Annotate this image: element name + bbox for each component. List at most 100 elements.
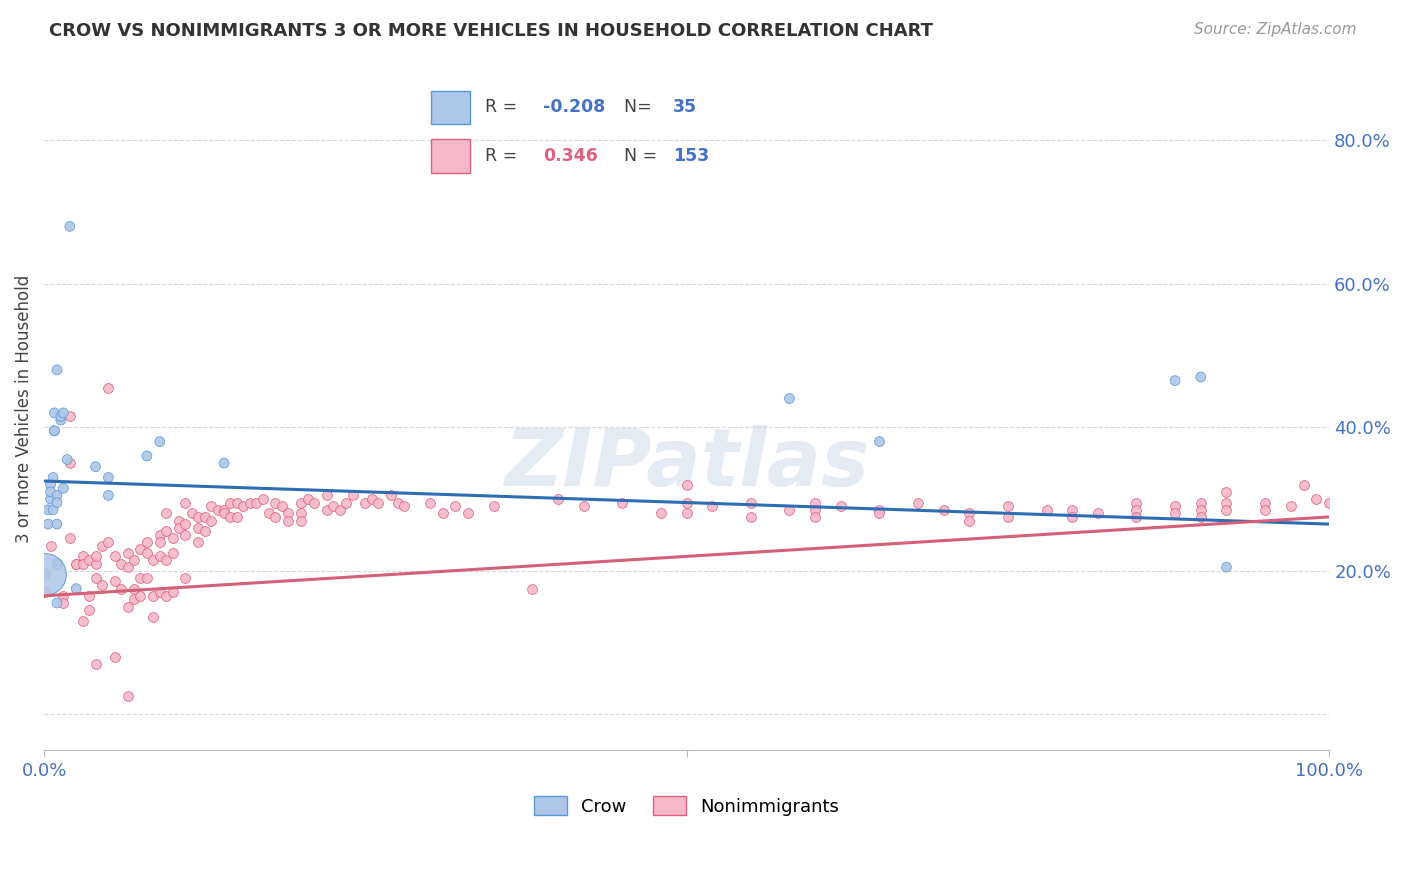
Point — [104, 549, 127, 564]
Point — [675, 495, 697, 509]
Point — [110, 557, 132, 571]
Y-axis label: 3 or more Vehicles in Household: 3 or more Vehicles in Household — [15, 275, 32, 543]
Point — [149, 434, 172, 449]
Bar — [430, 139, 470, 173]
Point — [56, 452, 79, 467]
Point — [702, 499, 724, 513]
Point — [37, 502, 59, 516]
Point — [245, 495, 267, 509]
Point — [200, 499, 222, 513]
Point — [1189, 502, 1212, 516]
Point — [360, 491, 382, 506]
Point — [122, 592, 145, 607]
Point — [957, 514, 980, 528]
Point — [34, 567, 56, 582]
Point — [174, 495, 197, 509]
Point — [34, 567, 56, 582]
Point — [740, 495, 762, 509]
Point — [740, 510, 762, 524]
Point — [1087, 506, 1109, 520]
Point — [42, 502, 65, 516]
Point — [1215, 560, 1237, 574]
Point — [997, 510, 1019, 524]
Point — [49, 413, 72, 427]
Point — [1254, 495, 1277, 509]
Point — [932, 502, 955, 516]
Point — [482, 499, 505, 513]
Point — [72, 557, 94, 571]
Point — [149, 528, 172, 542]
Point — [180, 506, 202, 520]
Point — [290, 495, 312, 509]
Point — [155, 506, 177, 520]
Point — [322, 499, 344, 513]
Point — [34, 585, 56, 599]
Point — [804, 495, 827, 509]
Bar — [430, 91, 470, 124]
Point — [200, 514, 222, 528]
Point — [77, 553, 100, 567]
Point — [117, 599, 139, 614]
Point — [804, 510, 827, 524]
Point — [779, 502, 801, 516]
Point — [264, 495, 287, 509]
Point — [380, 488, 402, 502]
Point — [84, 571, 107, 585]
Point — [1035, 502, 1057, 516]
Point — [612, 495, 634, 509]
Point — [84, 657, 107, 671]
Point — [117, 546, 139, 560]
Text: N =: N = — [624, 146, 664, 165]
Point — [84, 459, 107, 474]
Point — [219, 495, 242, 509]
Point — [572, 499, 595, 513]
Text: 0.346: 0.346 — [543, 146, 598, 165]
Point — [187, 510, 209, 524]
Point — [135, 449, 157, 463]
Point — [117, 560, 139, 574]
Point — [72, 614, 94, 628]
Point — [37, 517, 59, 532]
Point — [522, 582, 544, 596]
Text: R =: R = — [485, 146, 523, 165]
Point — [174, 517, 197, 532]
Point — [1125, 510, 1147, 524]
Point — [44, 406, 66, 420]
Point — [174, 528, 197, 542]
Point — [1189, 510, 1212, 524]
Point — [129, 571, 152, 585]
Point — [1062, 502, 1084, 516]
Point — [162, 585, 184, 599]
Point — [155, 553, 177, 567]
Point — [167, 514, 190, 528]
Legend: Crow, Nonimmigrants: Crow, Nonimmigrants — [527, 789, 846, 822]
Point — [1062, 510, 1084, 524]
Point — [46, 363, 69, 377]
Point — [135, 571, 157, 585]
Point — [869, 506, 891, 520]
Point — [315, 502, 337, 516]
Text: -0.208: -0.208 — [543, 98, 605, 117]
Point — [1215, 495, 1237, 509]
Point — [155, 524, 177, 539]
Point — [46, 488, 69, 502]
Point — [252, 491, 274, 506]
Point — [547, 491, 569, 506]
Point — [104, 574, 127, 589]
Point — [225, 495, 247, 509]
Point — [77, 603, 100, 617]
Point — [65, 557, 87, 571]
Text: ZIPatlas: ZIPatlas — [505, 425, 869, 503]
Point — [84, 557, 107, 571]
Point — [419, 495, 441, 509]
Point — [650, 506, 672, 520]
Point — [342, 488, 364, 502]
Point — [1292, 477, 1315, 491]
Point — [1279, 499, 1302, 513]
Point — [149, 535, 172, 549]
Point — [869, 434, 891, 449]
Point — [97, 470, 120, 484]
Point — [207, 502, 229, 516]
Point — [187, 521, 209, 535]
Point — [194, 510, 217, 524]
